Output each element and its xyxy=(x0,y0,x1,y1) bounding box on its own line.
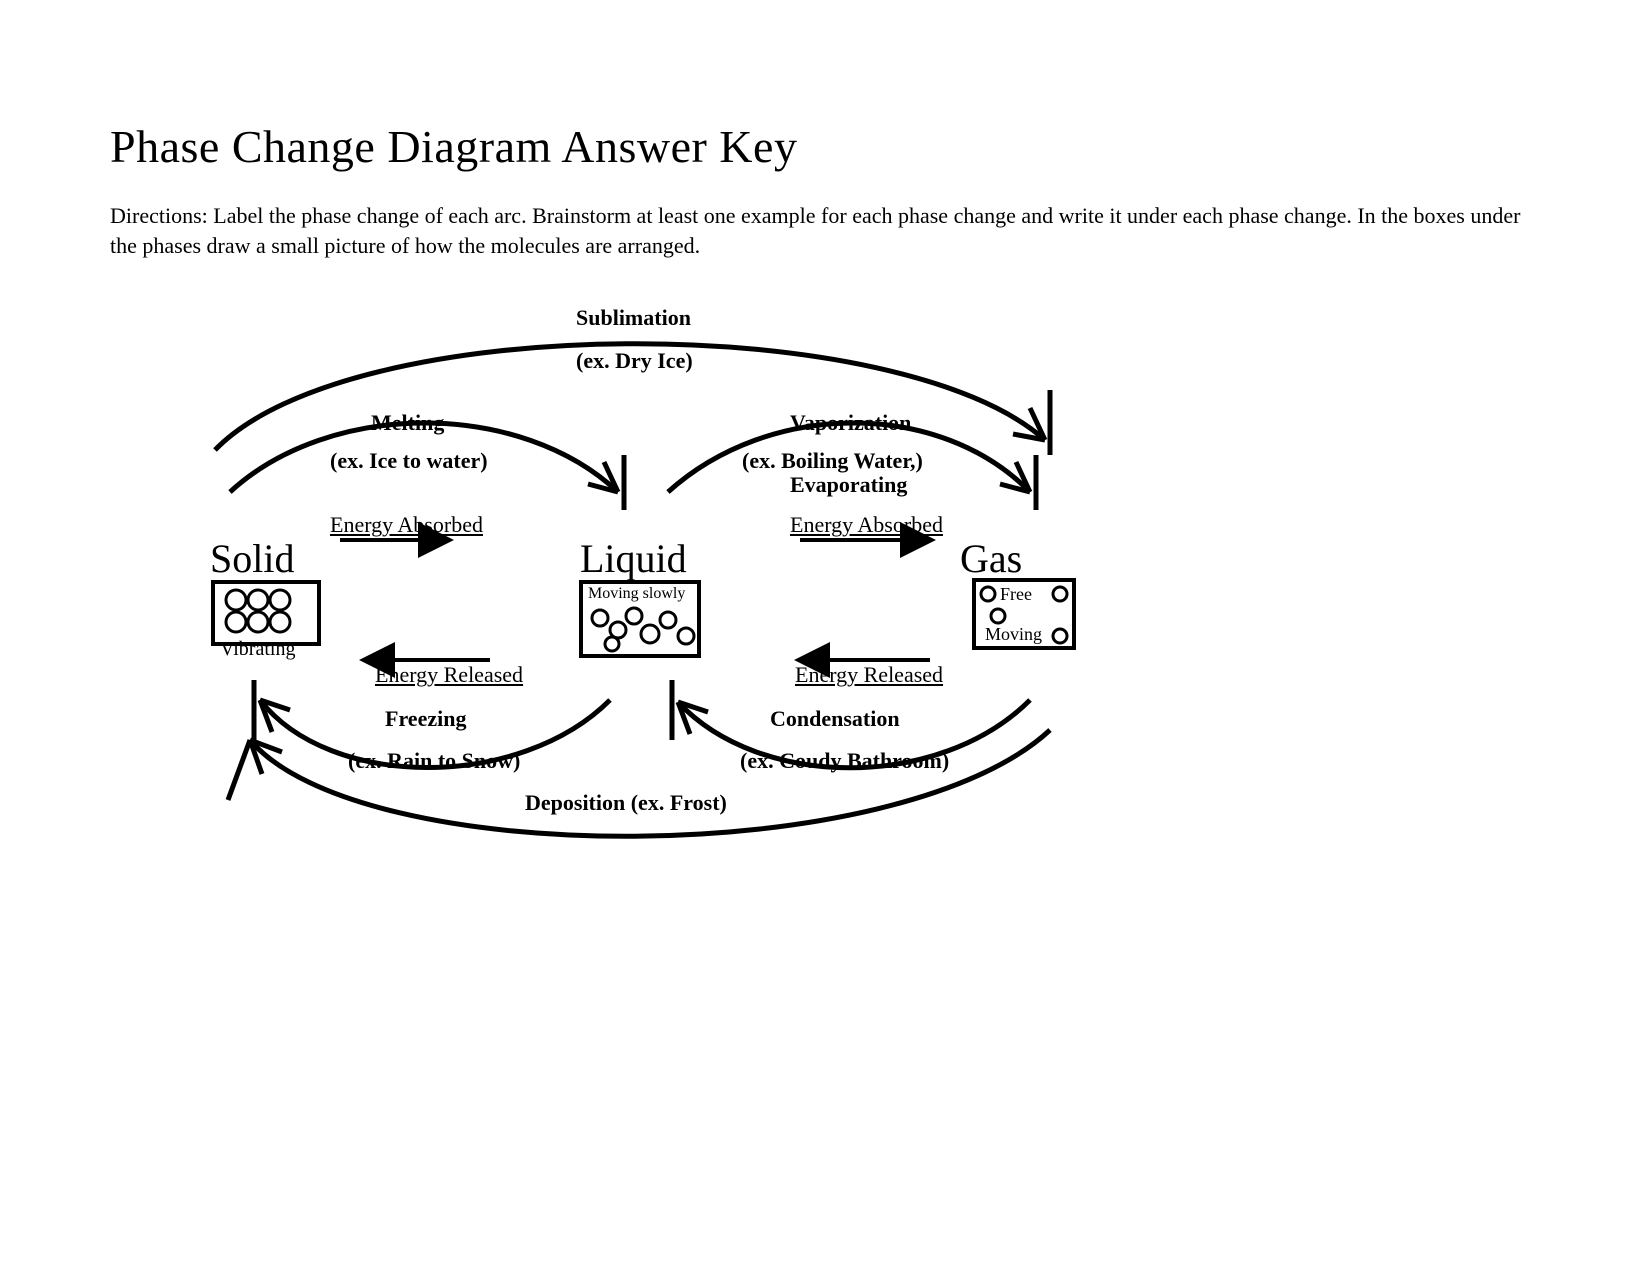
directions-text: Directions: Label the phase change of ea… xyxy=(110,201,1540,260)
liquid-caption: Moving slowly xyxy=(588,585,685,603)
condensation-example: (ex. Coudy Bathroom) xyxy=(740,748,949,774)
solid-label: Solid xyxy=(210,535,294,582)
condensation-label: Condensation xyxy=(770,706,900,732)
melting-example: (ex. Ice to water) xyxy=(330,448,488,474)
solid-caption: Vibrating xyxy=(220,638,295,661)
energy-absorbed-left: Energy Absorbed xyxy=(330,512,483,538)
melting-label: Melting xyxy=(371,410,444,436)
freezing-label: Freezing xyxy=(385,706,466,732)
gas-caption-2: Moving xyxy=(985,624,1042,645)
freezing-example: (ex. Rain to Snow) xyxy=(348,748,520,774)
sublimation-example: (ex. Dry Ice) xyxy=(576,348,693,374)
vaporization-example-2: Evaporating xyxy=(790,472,907,498)
gas-caption-1: Free xyxy=(1000,584,1032,605)
energy-released-right: Energy Released xyxy=(795,662,943,688)
deposition-label: Deposition (ex. Frost) xyxy=(525,790,727,816)
vaporization-label: Vaporization xyxy=(790,410,911,436)
gas-label: Gas xyxy=(960,535,1022,582)
energy-absorbed-right: Energy Absorbed xyxy=(790,512,943,538)
liquid-label: Liquid xyxy=(580,535,687,582)
vaporization-example: (ex. Boiling Water,) xyxy=(742,448,923,474)
worksheet-page: Phase Change Diagram Answer Key Directio… xyxy=(0,0,1650,1275)
solid-box xyxy=(213,582,319,644)
sublimation-label: Sublimation xyxy=(576,305,691,331)
deposition-arc xyxy=(228,730,1050,836)
page-title: Phase Change Diagram Answer Key xyxy=(110,120,1540,173)
energy-released-left: Energy Released xyxy=(375,662,523,688)
